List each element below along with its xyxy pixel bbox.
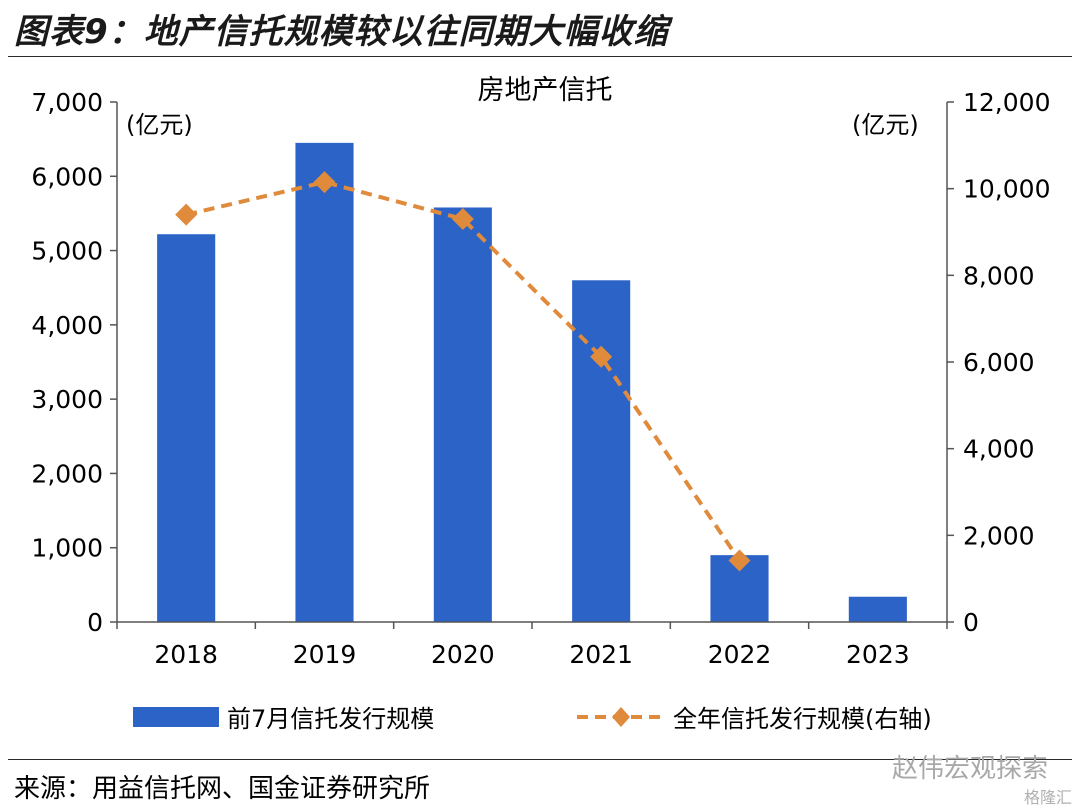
line-series xyxy=(175,171,751,572)
left-axis-tick-label: 0 xyxy=(87,608,103,637)
right-axis: 0 2,000 4,000 6,000 8,000 10,000 12,000 xyxy=(946,88,1050,637)
line-marker xyxy=(728,549,751,572)
left-axis-unit: (亿元) xyxy=(126,111,193,139)
bar-series xyxy=(157,142,907,622)
legend: 前7月信托发行规模 全年信托发行规模(右轴) xyxy=(133,705,932,733)
watermark: 赵伟宏观探索 xyxy=(891,754,1048,784)
line-marker xyxy=(451,208,474,230)
left-axis-tick-label: 2,000 xyxy=(31,459,103,488)
line-marker xyxy=(175,203,198,226)
right-axis-tick-label: 12,000 xyxy=(963,88,1050,117)
left-axis-tick-label: 4,000 xyxy=(31,311,103,340)
source-note: 来源：用益信托网、国金证券研究所 xyxy=(14,774,431,804)
legend-bar-swatch xyxy=(133,707,219,727)
x-axis-tick-label: 2022 xyxy=(708,640,772,669)
legend-bar-label: 前7月信托发行规模 xyxy=(227,705,434,733)
bar xyxy=(295,142,354,622)
chart: 房地产信托 (亿元) (亿元) 0 1,000 2,000 3,000 4,000 5,0… xyxy=(31,75,1050,733)
bar xyxy=(572,280,631,622)
footer-divider xyxy=(8,759,1072,760)
right-axis-tick-label: 10,000 xyxy=(963,175,1050,204)
right-axis-tick-label: 2,000 xyxy=(963,521,1035,550)
right-axis-tick-label: 6,000 xyxy=(963,348,1035,377)
left-axis: 0 1,000 2,000 3,000 4,000 5,000 6,000 7,000 xyxy=(31,88,118,637)
left-axis-tick-label: 6,000 xyxy=(31,162,103,191)
line-path xyxy=(185,180,742,562)
bar xyxy=(433,207,492,622)
left-axis-tick-label: 3,000 xyxy=(31,385,103,414)
x-axis: 2018 2019 2020 2021 2022 2023 xyxy=(116,621,948,669)
left-axis-tick-label: 1,000 xyxy=(31,534,103,563)
right-axis-unit: (亿元) xyxy=(852,111,919,139)
bar xyxy=(157,234,216,622)
x-axis-tick-label: 2020 xyxy=(431,640,495,669)
x-axis-tick-label: 2019 xyxy=(293,640,357,669)
bar xyxy=(848,596,907,622)
title-divider xyxy=(8,56,1072,57)
right-axis-tick-label: 8,000 xyxy=(963,261,1035,290)
legend-line-marker xyxy=(612,707,630,727)
x-axis-tick-label: 2018 xyxy=(154,640,218,669)
figure-title: 图表9：地产信托规模较以往同期大幅收缩 xyxy=(14,12,669,52)
x-axis-tick-label: 2021 xyxy=(569,640,633,669)
left-axis-tick-label: 7,000 xyxy=(31,88,103,117)
x-axis-tick-label: 2023 xyxy=(846,640,910,669)
right-axis-tick-label: 4,000 xyxy=(963,435,1035,464)
left-axis-tick-label: 5,000 xyxy=(31,237,103,266)
legend-line-label: 全年信托发行规模(右轴) xyxy=(673,705,932,733)
right-axis-tick-label: 0 xyxy=(963,608,979,637)
line-marker xyxy=(590,345,613,368)
watermark-sub: 格隆汇 xyxy=(1023,788,1072,807)
line-marker xyxy=(313,171,336,194)
chart-title: 房地产信托 xyxy=(478,75,613,106)
